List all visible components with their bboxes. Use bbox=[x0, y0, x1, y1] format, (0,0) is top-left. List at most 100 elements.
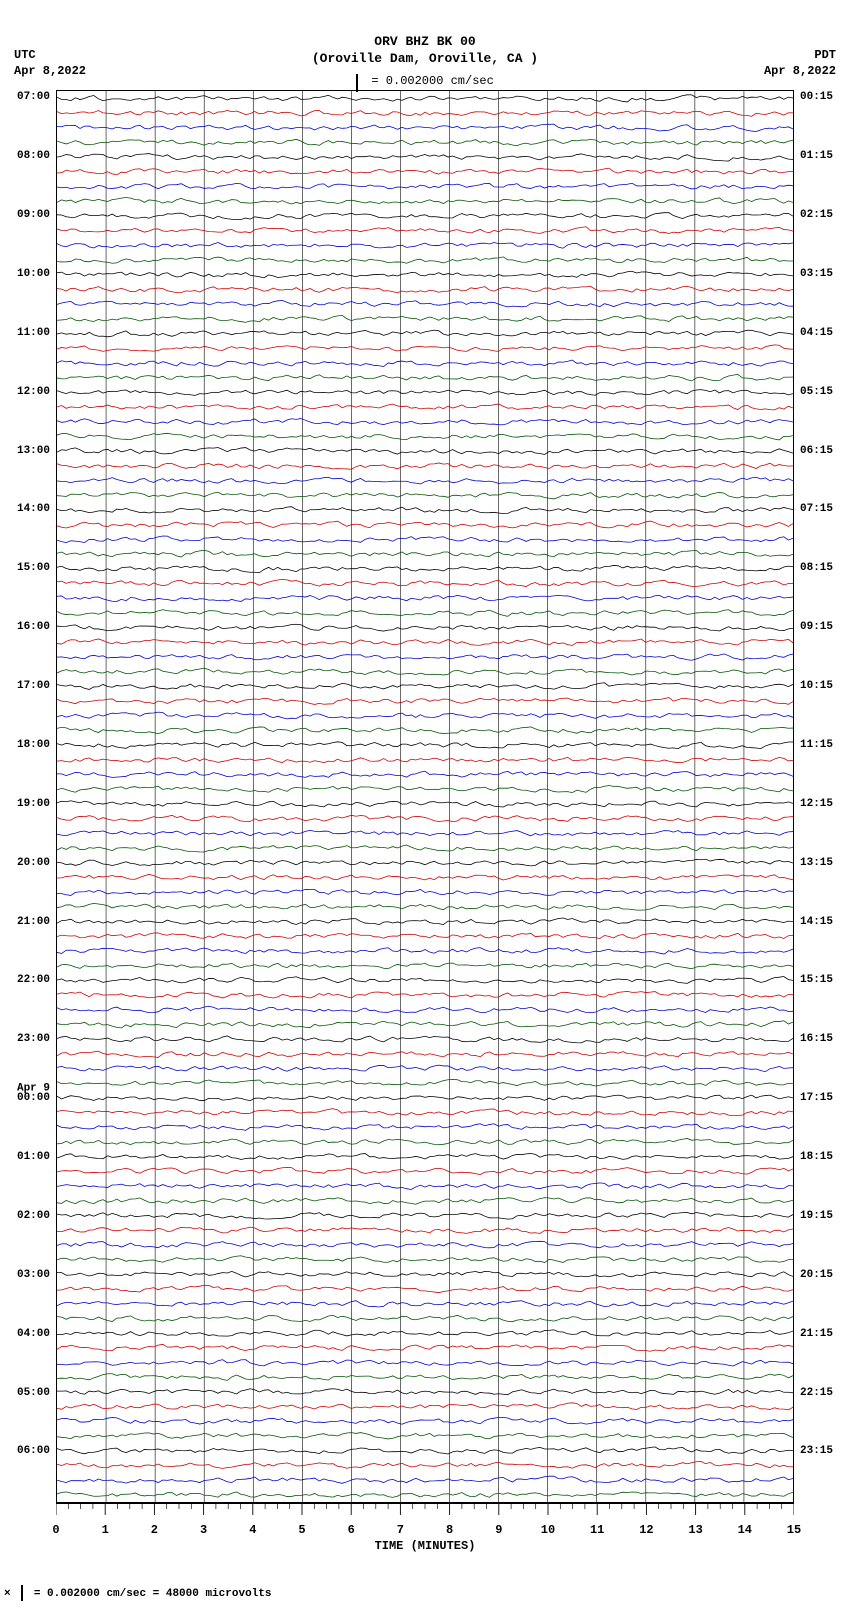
seismic-trace bbox=[57, 1374, 793, 1381]
scale-text: = 0.002000 cm/sec bbox=[371, 74, 493, 88]
seismic-trace bbox=[57, 447, 793, 454]
seismic-trace bbox=[57, 1079, 793, 1085]
hour-label: 21:00 bbox=[17, 916, 50, 928]
station-name: (Oroville Dam, Oroville, CA ) bbox=[0, 51, 850, 68]
seismic-trace bbox=[57, 977, 793, 984]
seismic-trace bbox=[57, 624, 793, 631]
seismic-trace bbox=[57, 1006, 793, 1012]
seismic-trace bbox=[57, 1461, 793, 1468]
seismic-trace bbox=[57, 1095, 793, 1100]
hour-label: 07:00 bbox=[17, 91, 50, 103]
seismic-trace bbox=[57, 227, 793, 234]
seismic-trace bbox=[57, 1213, 793, 1220]
seismic-trace bbox=[57, 1417, 793, 1424]
seismic-trace bbox=[57, 315, 793, 322]
hour-label: 22:15 bbox=[800, 1387, 833, 1399]
x-tick-label: 8 bbox=[446, 1523, 453, 1537]
hour-label: 17:15 bbox=[800, 1092, 833, 1104]
hour-label: 19:15 bbox=[800, 1210, 833, 1222]
seismic-trace bbox=[57, 168, 793, 175]
hour-label: 19:00 bbox=[17, 798, 50, 810]
seismic-trace bbox=[57, 301, 793, 307]
seismic-trace bbox=[57, 801, 793, 807]
seismic-trace bbox=[57, 771, 793, 777]
corner-top-left: UTC Apr 8,2022 bbox=[14, 48, 86, 79]
seismic-trace bbox=[57, 991, 793, 998]
seismic-trace bbox=[57, 1154, 793, 1160]
seismic-trace bbox=[57, 198, 793, 204]
footer-text: = 0.002000 cm/sec = 48000 microvolts bbox=[34, 1588, 272, 1600]
hour-label: 10:15 bbox=[800, 680, 833, 692]
hour-label: 14:00 bbox=[17, 503, 50, 515]
hour-label: 22:00 bbox=[17, 974, 50, 986]
hour-label: 11:15 bbox=[800, 739, 833, 751]
hour-label: 20:15 bbox=[800, 1269, 833, 1281]
seismic-trace bbox=[57, 1330, 793, 1336]
seismic-trace bbox=[57, 830, 793, 835]
seismic-trace bbox=[57, 1389, 793, 1395]
seismic-trace bbox=[57, 271, 793, 278]
seismic-trace bbox=[57, 683, 793, 690]
seismic-trace bbox=[57, 565, 793, 572]
seismic-trace bbox=[57, 933, 793, 939]
seismic-trace bbox=[57, 550, 793, 557]
seismic-trace bbox=[57, 1241, 793, 1247]
seismic-trace bbox=[57, 257, 793, 263]
hour-label: 06:15 bbox=[800, 445, 833, 457]
seismic-trace bbox=[57, 492, 793, 499]
seismic-trace bbox=[57, 95, 793, 102]
seismic-trace bbox=[57, 1492, 793, 1498]
seismic-trace bbox=[57, 712, 793, 719]
seismic-trace bbox=[57, 903, 793, 910]
x-tick-label: 14 bbox=[738, 1523, 752, 1537]
station-code: ORV BHZ BK 00 bbox=[0, 34, 850, 51]
seismic-trace bbox=[57, 110, 793, 116]
seismic-trace bbox=[57, 815, 793, 821]
hour-label: 10:00 bbox=[17, 268, 50, 280]
seismic-trace bbox=[57, 610, 793, 617]
seismic-trace bbox=[57, 463, 793, 469]
seismic-trace bbox=[57, 345, 793, 351]
seismic-trace bbox=[57, 1256, 793, 1263]
seismic-trace bbox=[57, 1051, 793, 1057]
hour-label: 06:00 bbox=[17, 1445, 50, 1457]
seismic-trace bbox=[57, 874, 793, 880]
seismic-trace bbox=[57, 727, 793, 734]
footer-bar-icon bbox=[21, 1585, 23, 1601]
seismic-trace bbox=[57, 1168, 793, 1175]
seismic-trace bbox=[57, 124, 793, 131]
seismic-trace bbox=[57, 286, 793, 292]
x-tick-label: 1 bbox=[102, 1523, 109, 1537]
x-tick-label: 13 bbox=[688, 1523, 702, 1537]
hour-label: 15:15 bbox=[800, 974, 833, 986]
hour-label: 16:00 bbox=[17, 621, 50, 633]
traces-svg bbox=[57, 91, 793, 1502]
seismic-trace bbox=[57, 1403, 793, 1410]
seismic-trace bbox=[57, 404, 793, 410]
helicorder-chart bbox=[56, 90, 794, 1503]
seismic-trace bbox=[57, 698, 793, 705]
seismic-trace bbox=[57, 1124, 793, 1131]
x-tick-label: 6 bbox=[348, 1523, 355, 1537]
x-tick-label: 12 bbox=[639, 1523, 653, 1537]
hour-label: 03:15 bbox=[800, 268, 833, 280]
seismic-trace bbox=[57, 1315, 793, 1321]
seismic-trace bbox=[57, 1433, 793, 1439]
hour-label: 05:00 bbox=[17, 1387, 50, 1399]
seismic-trace bbox=[57, 1138, 793, 1144]
seismic-trace bbox=[57, 419, 793, 425]
date-right: Apr 8,2022 bbox=[764, 64, 836, 80]
seismic-trace bbox=[57, 1021, 793, 1028]
seismic-trace bbox=[57, 654, 793, 660]
seismic-trace bbox=[57, 579, 793, 586]
x-tick-label: 3 bbox=[200, 1523, 207, 1537]
seismic-trace bbox=[57, 859, 793, 866]
page: ORV BHZ BK 00 (Oroville Dam, Oroville, C… bbox=[0, 0, 850, 1613]
date-marker: Apr 9 bbox=[17, 1083, 50, 1095]
x-tick-label: 7 bbox=[397, 1523, 404, 1537]
seismic-trace bbox=[57, 1036, 793, 1043]
x-axis-title: TIME (MINUTES) bbox=[56, 1539, 794, 1553]
seismic-trace bbox=[57, 639, 793, 645]
hour-label: 23:15 bbox=[800, 1445, 833, 1457]
hour-label: 15:00 bbox=[17, 562, 50, 574]
